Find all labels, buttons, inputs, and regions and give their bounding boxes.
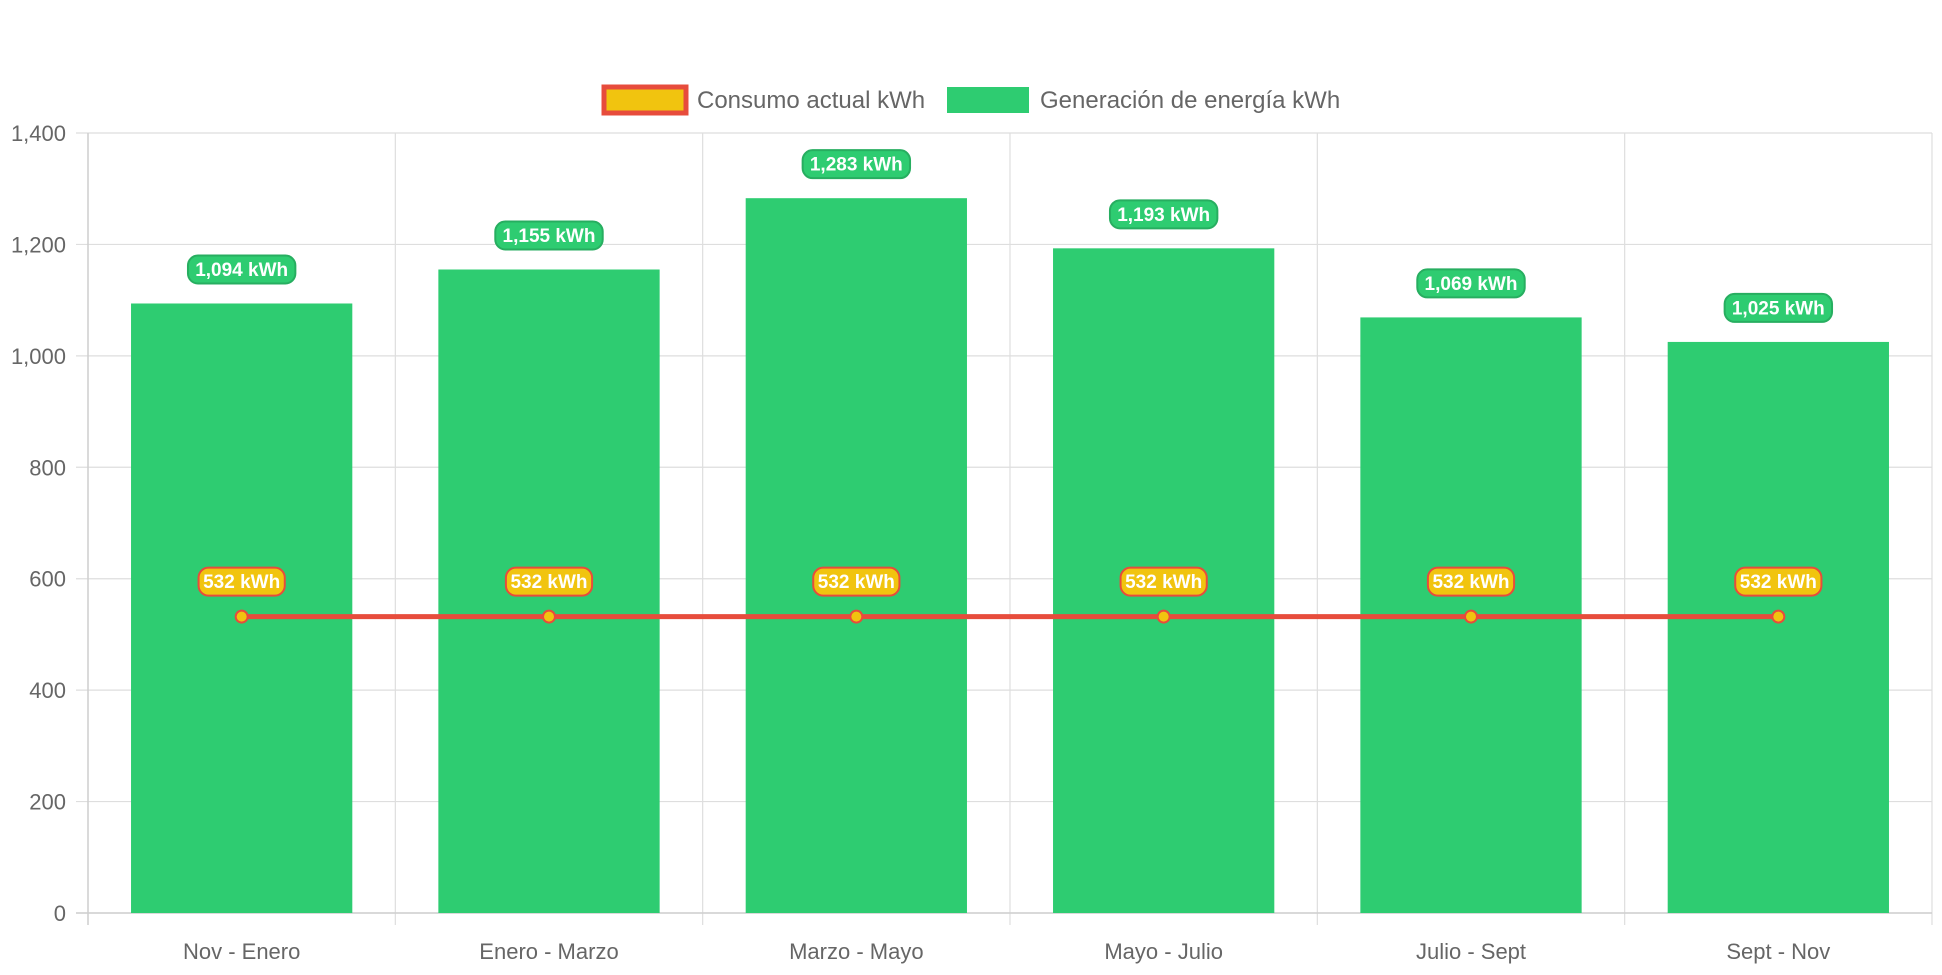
bar-value-label: 1,155 kWh bbox=[494, 220, 604, 251]
bar[interactable] bbox=[131, 303, 353, 913]
line-value-label-text: 532 kWh bbox=[818, 572, 895, 593]
line-value-label: 532 kWh bbox=[1119, 566, 1208, 597]
y-tick-label: 0 bbox=[54, 901, 66, 926]
legend-label-generacion: Generación de energía kWh bbox=[1040, 87, 1340, 114]
legend-item-generacion[interactable]: Generación de energía kWh bbox=[947, 87, 1340, 114]
legend-swatch-consumo bbox=[601, 84, 689, 116]
bar-value-label-text: 1,155 kWh bbox=[503, 226, 596, 247]
line-point[interactable] bbox=[234, 609, 249, 624]
x-tick-label: Julio - Sept bbox=[1416, 939, 1526, 964]
grid bbox=[76, 132, 1933, 925]
line-point[interactable] bbox=[542, 609, 556, 624]
bar-value-label-bg bbox=[186, 254, 297, 285]
legend: Consumo actual kWh Generación de energía… bbox=[601, 84, 1340, 116]
bar-value-label: 1,094 kWh bbox=[186, 254, 297, 285]
x-tick-label: Nov - Enero bbox=[183, 939, 300, 964]
line-series bbox=[234, 609, 1786, 624]
line-value-label: 532 kWh bbox=[504, 566, 594, 597]
line-value-label-bg bbox=[1119, 566, 1208, 597]
line-value-label-bg bbox=[1734, 566, 1823, 597]
line-value-label-text: 532 kWh bbox=[1432, 572, 1509, 593]
y-tick-label: 1,200 bbox=[11, 232, 66, 257]
bar-value-label-bg bbox=[494, 220, 604, 251]
y-tick-label: 200 bbox=[29, 790, 66, 815]
line-value-label-text: 532 kWh bbox=[510, 572, 587, 593]
x-tick-label: Sept - Nov bbox=[1726, 939, 1830, 964]
line-value-label: 532 kWh bbox=[1734, 566, 1823, 597]
line-value-label: 532 kWh bbox=[1426, 566, 1516, 597]
y-tick-label: 600 bbox=[29, 567, 66, 592]
x-tick-label: Mayo - Julio bbox=[1104, 939, 1223, 964]
bar[interactable] bbox=[745, 198, 967, 913]
bar-value-label: 1,283 kWh bbox=[801, 149, 912, 180]
x-tick-label: Enero - Marzo bbox=[479, 939, 618, 964]
line-value-label-bg bbox=[1426, 566, 1516, 597]
bar-value-label-text: 1,193 kWh bbox=[1117, 205, 1210, 226]
bar-value-label-bg bbox=[1723, 292, 1834, 323]
line-value-label-text: 532 kWh bbox=[203, 572, 280, 593]
line-value-label-text: 532 kWh bbox=[1740, 572, 1817, 593]
line-point[interactable] bbox=[1464, 609, 1478, 624]
line-value-label: 532 kWh bbox=[197, 566, 286, 597]
bar-value-label-bg bbox=[1108, 199, 1219, 230]
bar-value-label-bg bbox=[1416, 268, 1526, 299]
bar[interactable] bbox=[1667, 341, 1889, 913]
bar-value-label: 1,193 kWh bbox=[1108, 199, 1219, 230]
line-point[interactable] bbox=[1156, 609, 1171, 624]
bar-value-label: 1,025 kWh bbox=[1723, 292, 1834, 323]
bar-value-label-text: 1,283 kWh bbox=[810, 155, 903, 176]
bar-value-label-text: 1,094 kWh bbox=[195, 260, 288, 281]
x-tick-label: Marzo - Mayo bbox=[789, 939, 923, 964]
bar-value-label-bg bbox=[801, 149, 912, 180]
y-tick-label: 1,000 bbox=[11, 344, 66, 369]
legend-swatch-generacion bbox=[947, 87, 1029, 113]
line-value-label-bg bbox=[197, 566, 286, 597]
y-axis: 0 200 400 600 800 1,000 1,200 1,400 bbox=[11, 121, 89, 926]
data-labels: 1,094 kWh 1,155 kWh 1,283 kWh 1,193 kWh 1,06… bbox=[186, 149, 1834, 597]
legend-label-consumo: Consumo actual kWh bbox=[697, 87, 925, 114]
bar-value-label-text: 1,069 kWh bbox=[1425, 274, 1518, 295]
y-tick-label: 400 bbox=[29, 678, 66, 703]
y-tick-label: 800 bbox=[29, 455, 66, 480]
line-value-label-bg bbox=[812, 566, 901, 597]
line-value-label-text: 532 kWh bbox=[1125, 572, 1202, 593]
line-value-label: 532 kWh bbox=[812, 566, 901, 597]
line-value-label-bg bbox=[504, 566, 594, 597]
line-point[interactable] bbox=[849, 609, 864, 624]
legend-item-consumo[interactable]: Consumo actual kWh bbox=[601, 84, 925, 116]
bar-value-label-text: 1,025 kWh bbox=[1732, 298, 1825, 319]
y-tick-label: 1,400 bbox=[11, 121, 66, 146]
x-axis: Nov - Enero Enero - Marzo Marzo - Mayo Mayo… bbox=[76, 912, 1932, 964]
line-point[interactable] bbox=[1771, 609, 1786, 624]
bar-value-label: 1,069 kWh bbox=[1416, 268, 1526, 299]
